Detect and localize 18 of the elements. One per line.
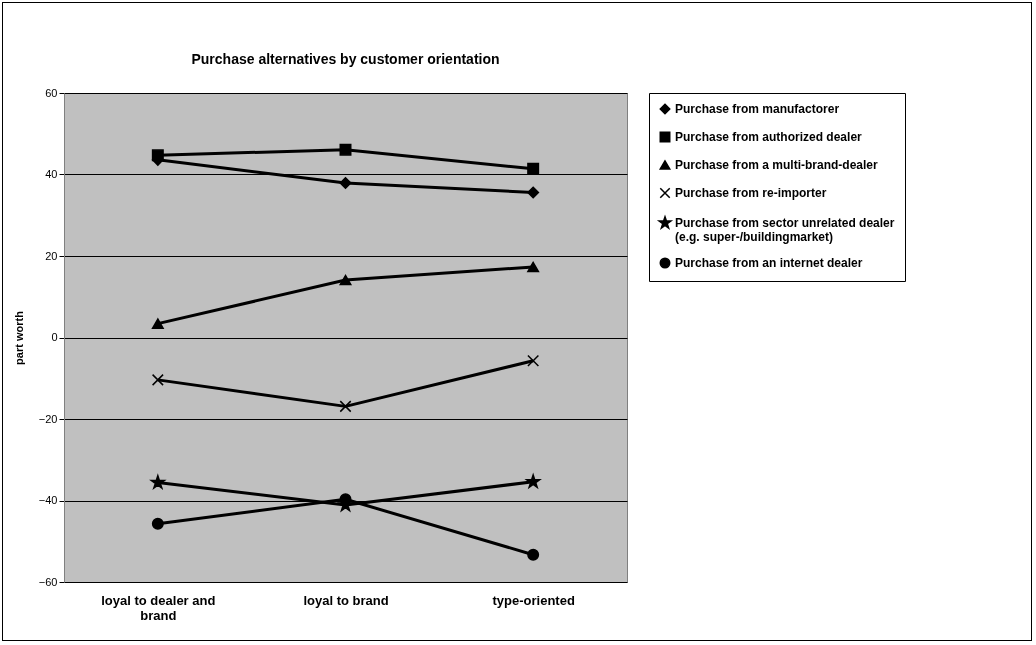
chart-title: Purchase alternatives by customer orientation xyxy=(191,51,500,67)
x-tick-label: loyal to brand xyxy=(303,592,389,608)
legend-label: Purchase from manufactorer xyxy=(675,102,840,116)
x-tick-label: loyal to dealer and brand xyxy=(101,592,216,623)
legend-label: Purchase from authorized dealer xyxy=(675,130,863,144)
y-tick-label: 20 xyxy=(45,249,58,262)
y-tick-label: 60 xyxy=(45,86,58,99)
x-tick-label: type-oriented xyxy=(492,592,575,608)
y-axis-title: part worth xyxy=(12,310,25,365)
legend-label: Purchase from re-importer xyxy=(675,186,827,200)
y-tick-label: −20 xyxy=(38,412,58,425)
y-tick-label: 0 xyxy=(51,331,58,343)
legend-label: Purchase from a multi-brand-dealer xyxy=(675,158,879,172)
y-tick-label: −40 xyxy=(38,494,58,506)
y-tick-label: 40 xyxy=(45,168,58,180)
y-tick-label: −60 xyxy=(38,575,58,588)
legend-label: Purchase from an internet dealer xyxy=(675,256,863,270)
legend-label: Purchase from sector unrelated dealer (e.g. super-/buildingmarket) xyxy=(675,216,895,244)
